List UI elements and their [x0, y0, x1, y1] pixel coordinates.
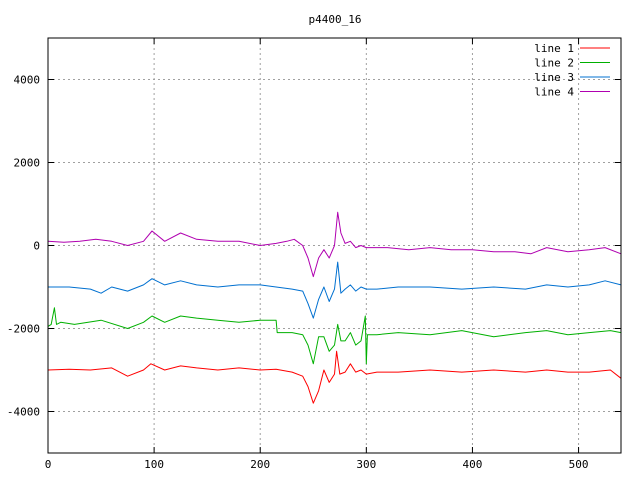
series-lines: [47, 211, 622, 404]
x-tick-label: 0: [45, 458, 52, 471]
x-tick-label: 500: [569, 458, 589, 471]
x-tick-label: 400: [463, 458, 483, 471]
axis-tick-labels: 0 100 200 300 400 500 -4000 -2000 0 2000 4000: [7, 74, 589, 472]
y-tick-label: 0: [33, 240, 40, 253]
x-tick-label: 300: [356, 458, 376, 471]
series-line-1: [47, 350, 622, 404]
y-tick-label: 2000: [14, 157, 41, 170]
y-tick-label: -4000: [7, 406, 40, 419]
legend-label-2: line 2: [534, 57, 574, 70]
series-line-3: [48, 261, 622, 319]
axis-ticks: [47, 38, 621, 453]
series-line-4: [47, 211, 622, 278]
legend-label-3: line 3: [534, 71, 574, 84]
legend-label-1: line 1: [534, 42, 574, 55]
legend-label-4: line 4: [534, 86, 574, 99]
x-tick-label: 100: [144, 458, 164, 471]
series-line-2: [47, 307, 622, 365]
x-tick-label: 200: [250, 458, 270, 471]
chart-title: p4400_16: [309, 13, 362, 26]
y-tick-label: 4000: [14, 74, 41, 87]
y-tick-label: -2000: [7, 323, 40, 336]
grid-lines: [48, 38, 621, 453]
